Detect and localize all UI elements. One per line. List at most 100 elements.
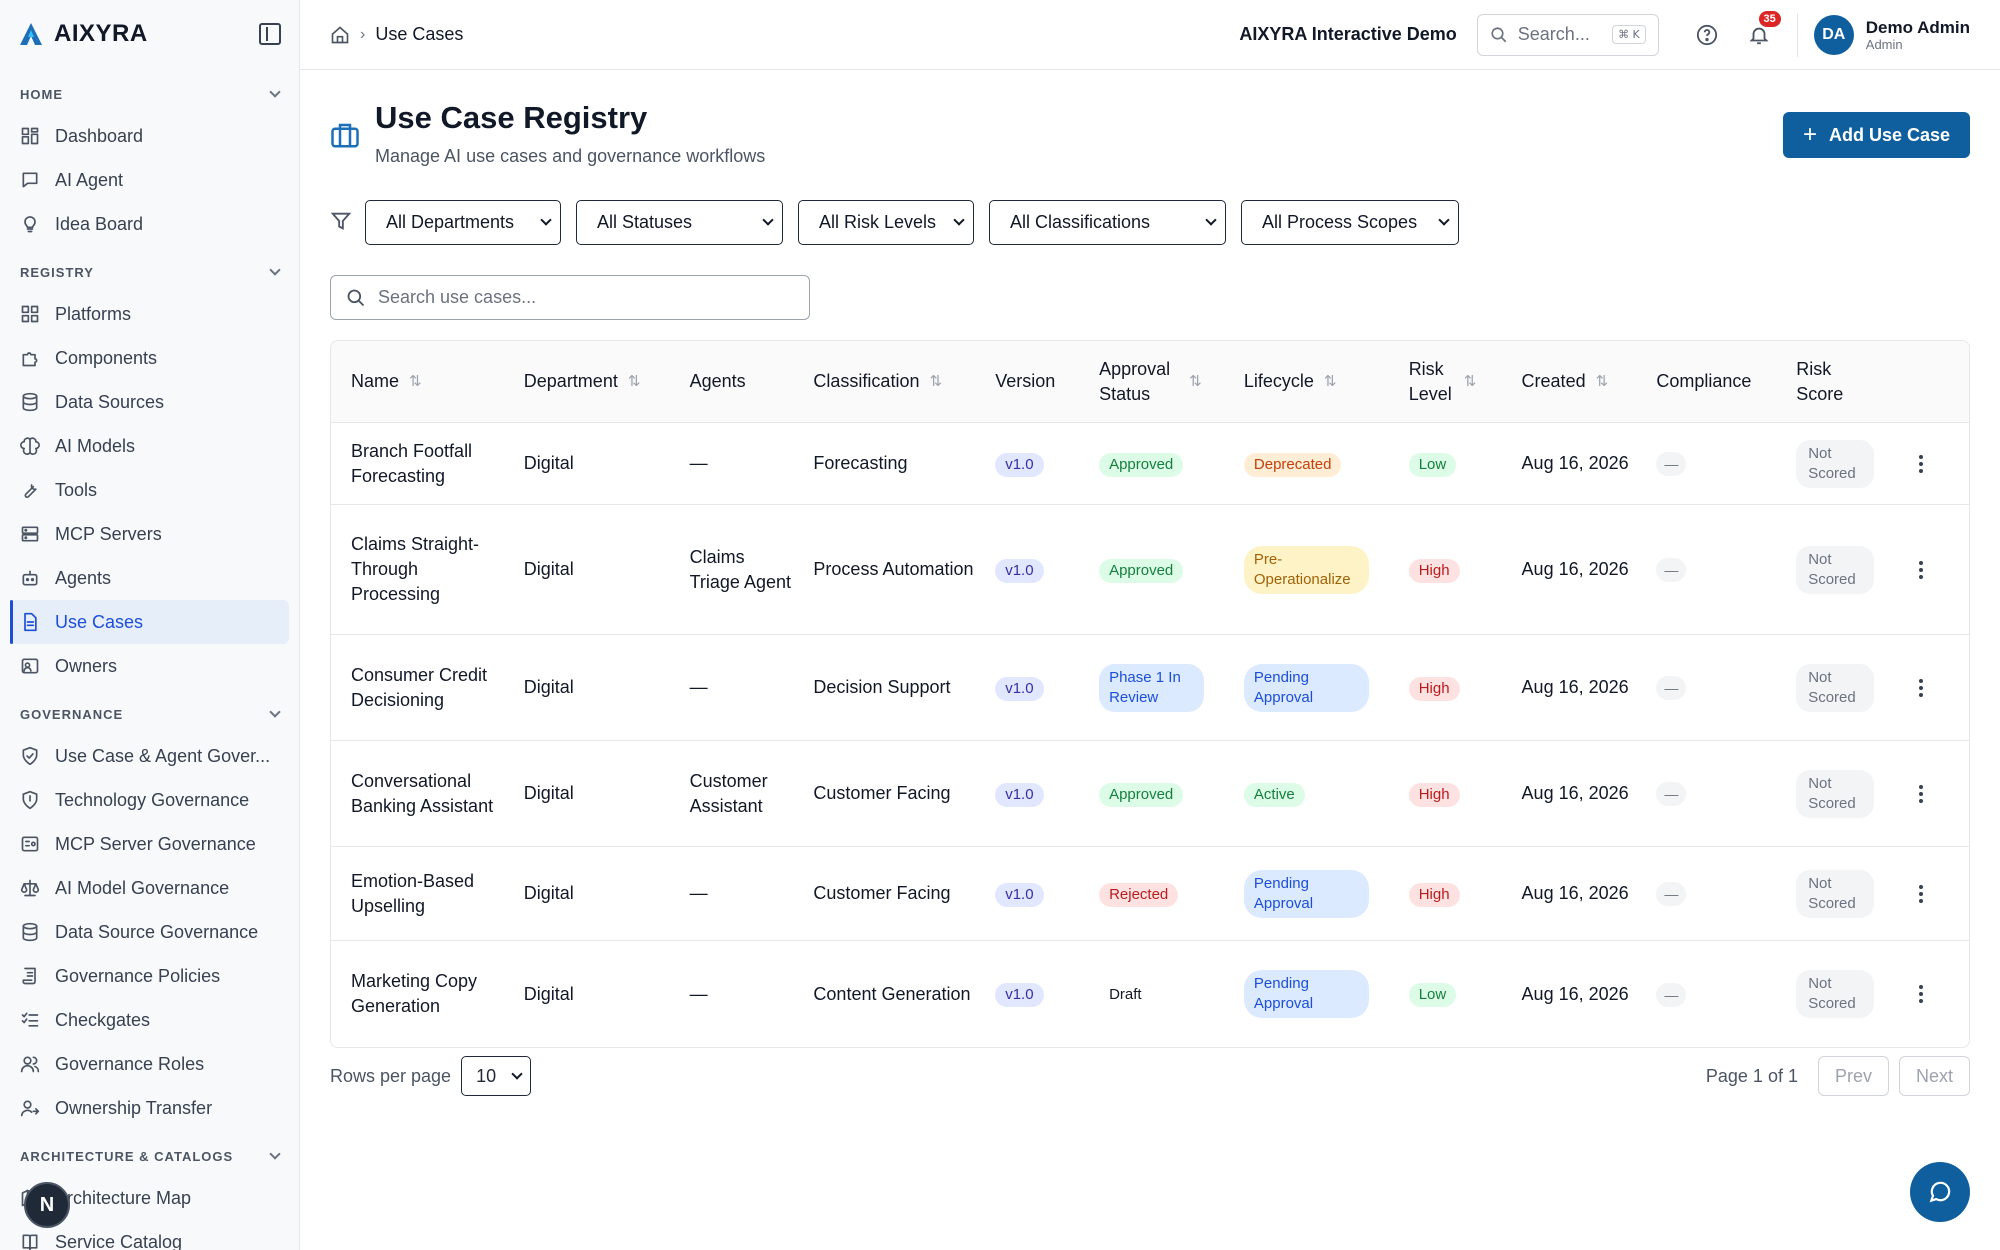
next-page-button[interactable]: Next xyxy=(1898,1056,1970,1096)
global-search[interactable]: Search... ⌘ K xyxy=(1476,13,1659,56)
help-icon[interactable] xyxy=(1695,23,1719,47)
classification-cell: Customer Facing xyxy=(813,783,951,803)
use-case-name[interactable]: Claims Straight-Through Processing xyxy=(351,534,480,604)
grid-icon xyxy=(20,304,40,324)
use-case-search-input[interactable]: Search use cases... xyxy=(330,275,810,320)
risk-score-badge: Not Scored xyxy=(1796,970,1875,1018)
user-transfer-icon xyxy=(20,1098,40,1118)
column-header-version: Version xyxy=(975,369,1079,394)
sidebar-item-ownership-transfer[interactable]: Ownership Transfer xyxy=(10,1086,289,1130)
use-case-name[interactable]: Marketing Copy Generation xyxy=(351,971,478,1016)
column-header-risk-level[interactable]: Risk Level ⇅ xyxy=(1389,357,1502,407)
sidebar-item-technology-governance[interactable]: Technology Governance xyxy=(10,778,289,822)
compliance-cell: — xyxy=(1636,781,1776,806)
sidebar-item-idea-board[interactable]: Idea Board xyxy=(10,202,289,246)
sidebar-item-label: MCP Server Governance xyxy=(55,833,256,854)
sidebar-item-mcp-server-governance[interactable]: MCP Server Governance xyxy=(10,822,289,866)
column-header-created[interactable]: Created ⇅ xyxy=(1502,369,1637,394)
chat-assistant-button[interactable] xyxy=(1910,1162,1970,1222)
classification-cell: Customer Facing xyxy=(813,883,951,903)
sidebar-item-tools[interactable]: Tools xyxy=(10,468,289,512)
sidebar-item-platforms[interactable]: Platforms xyxy=(10,292,289,336)
created-cell: Aug 16, 2026 xyxy=(1521,453,1629,473)
table-row[interactable]: Marketing Copy Generation Digital — Cont… xyxy=(331,941,1969,1047)
sidebar-section-title: GOVERNANCE xyxy=(20,706,124,722)
lifecycle-badge: Pending Approval xyxy=(1243,970,1369,1018)
chevron-down-icon xyxy=(1205,214,1217,226)
more-vertical-icon[interactable] xyxy=(1919,560,1924,579)
sidebar-item-label: Use Case & Agent Gover... xyxy=(55,745,271,766)
sidebar-item-data-source-governance[interactable]: Data Source Governance xyxy=(10,910,289,954)
sidebar-item-agents[interactable]: Agents xyxy=(10,556,289,600)
rows-per-page-select[interactable]: 10 xyxy=(461,1056,532,1096)
risk-level-badge: High xyxy=(1408,782,1460,807)
risk-level-cell: Low xyxy=(1389,451,1502,477)
search-shortcut: ⌘ K xyxy=(1612,25,1646,44)
n-floating-badge[interactable]: N xyxy=(24,1182,70,1228)
sidebar-section-governance[interactable]: GOVERNANCE xyxy=(0,694,299,734)
use-case-name[interactable]: Branch Footfall Forecasting xyxy=(351,440,473,486)
department-filter[interactable]: All Departments xyxy=(365,200,561,245)
user-menu[interactable]: DA Demo Admin Admin xyxy=(1796,12,1970,57)
sidebar-item-dashboard[interactable]: Dashboard xyxy=(10,114,289,158)
sidebar-item-mcp-servers[interactable]: MCP Servers xyxy=(10,512,289,556)
sidebar-item-ai-agent[interactable]: AI Agent xyxy=(10,158,289,202)
row-actions-cell xyxy=(1891,884,1969,903)
sidebar-item-ai-models[interactable]: AI Models xyxy=(10,424,289,468)
compliance-badge: — xyxy=(1656,558,1687,582)
sidebar-item-owners[interactable]: Owners xyxy=(10,644,289,688)
sidebar-item-components[interactable]: Components xyxy=(10,336,289,380)
more-vertical-icon[interactable] xyxy=(1919,884,1924,903)
table-row[interactable]: Claims Straight-Through Processing Digit… xyxy=(331,505,1969,635)
prev-page-button[interactable]: Prev xyxy=(1817,1056,1889,1096)
sidebar-item-governance-policies[interactable]: Governance Policies xyxy=(10,954,289,998)
table-row[interactable]: Emotion-Based Upselling Digital — Custom… xyxy=(331,847,1969,941)
status-filter[interactable]: All Statuses xyxy=(576,200,783,245)
bell-icon[interactable]: 35 xyxy=(1747,10,1781,47)
process-scope-filter[interactable]: All Process Scopes xyxy=(1241,200,1459,245)
add-use-case-button[interactable]: + Add Use Case xyxy=(1782,112,1970,158)
table-row[interactable]: Conversational Banking Assistant Digital… xyxy=(331,741,1969,847)
sidebar-item-governance-roles[interactable]: Governance Roles xyxy=(10,1042,289,1086)
table-row[interactable]: Consumer Credit Decisioning Digital — De… xyxy=(331,635,1969,741)
sidebar-item-data-sources[interactable]: Data Sources xyxy=(10,380,289,424)
column-header-department[interactable]: Department ⇅ xyxy=(504,369,670,394)
sidebar-item-ai-model-governance[interactable]: AI Model Governance xyxy=(10,866,289,910)
classification-filter[interactable]: All Classifications xyxy=(989,200,1226,245)
breadcrumb-current: Use Cases xyxy=(375,24,464,44)
column-header-approval-status[interactable]: Approval Status ⇅ xyxy=(1079,357,1224,407)
more-vertical-icon[interactable] xyxy=(1919,985,1924,1003)
rows-per-page-label: Rows per page xyxy=(330,1065,452,1086)
use-case-name[interactable]: Emotion-Based Upselling xyxy=(351,870,475,916)
row-actions-cell xyxy=(1891,560,1969,579)
sidebar-item-use-case-agent-gover[interactable]: Use Case & Agent Gover... xyxy=(10,734,289,778)
sidebar-collapse-icon[interactable] xyxy=(259,23,281,45)
column-header-name[interactable]: Name ⇅ xyxy=(331,369,504,394)
risk-level-filter[interactable]: All Risk Levels xyxy=(798,200,974,245)
sidebar-item-label: Dashboard xyxy=(55,125,144,146)
use-case-name[interactable]: Conversational Banking Assistant xyxy=(351,770,494,816)
version-badge: v1.0 xyxy=(995,882,1044,907)
risk-level-badge: High xyxy=(1408,558,1460,583)
sidebar-section-architecture-catalogs[interactable]: ARCHITECTURE & CATALOGS xyxy=(0,1136,299,1176)
sidebar-item-label: Idea Board xyxy=(55,213,144,234)
more-vertical-icon[interactable] xyxy=(1919,784,1924,803)
lifecycle-badge: Active xyxy=(1243,782,1305,807)
column-header-lifecycle[interactable]: Lifecycle ⇅ xyxy=(1224,369,1389,394)
sidebar-section-home[interactable]: HOME xyxy=(0,74,299,114)
sidebar-section-registry[interactable]: REGISTRY xyxy=(0,252,299,292)
version-cell: v1.0 xyxy=(975,881,1079,907)
sidebar-item-label: Platforms xyxy=(55,303,132,324)
more-vertical-icon[interactable] xyxy=(1919,454,1924,473)
sidebar-item-use-cases[interactable]: Use Cases xyxy=(10,600,289,644)
compliance-badge: — xyxy=(1656,782,1687,806)
more-vertical-icon[interactable] xyxy=(1919,678,1924,697)
risk-level-cell: High xyxy=(1389,675,1502,701)
sidebar-item-label: Checkgates xyxy=(55,1009,151,1030)
table-row[interactable]: Branch Footfall Forecasting Digital — Fo… xyxy=(331,423,1969,505)
home-icon[interactable] xyxy=(330,25,350,45)
use-case-name[interactable]: Consumer Credit Decisioning xyxy=(351,664,488,710)
column-header-classification[interactable]: Classification ⇅ xyxy=(793,369,975,394)
lifecycle-badge: Pre-Operationalize xyxy=(1243,545,1369,594)
sidebar-item-checkgates[interactable]: Checkgates xyxy=(10,998,289,1042)
